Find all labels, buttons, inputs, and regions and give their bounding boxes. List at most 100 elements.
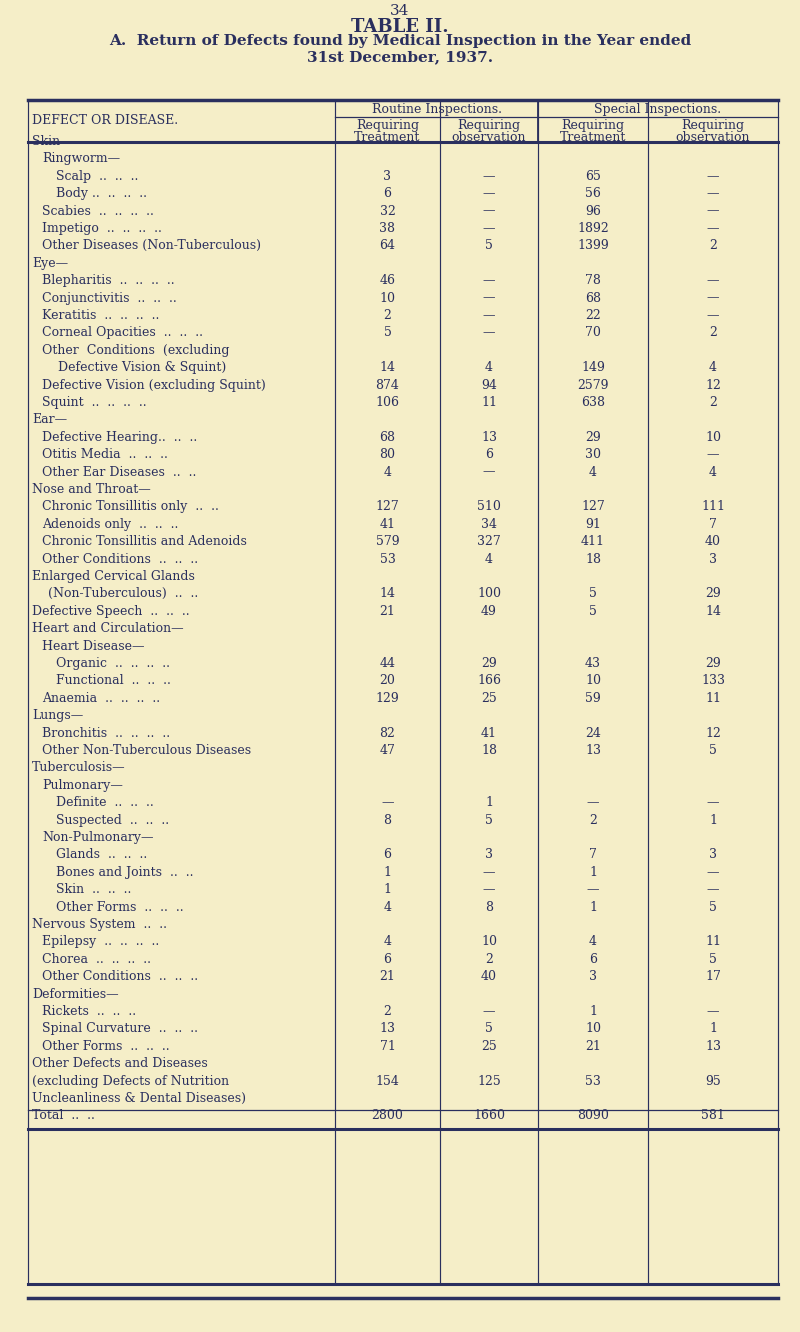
Text: Functional  ..  ..  ..: Functional .. .. .. [56, 674, 171, 687]
Text: Routine Inspections.: Routine Inspections. [371, 103, 502, 116]
Text: Bronchitis  ..  ..  ..  ..: Bronchitis .. .. .. .. [42, 726, 170, 739]
Text: 47: 47 [379, 745, 395, 757]
Text: 874: 874 [375, 378, 399, 392]
Text: observation: observation [676, 131, 750, 144]
Text: —: — [482, 466, 495, 478]
Text: (Non-Tuberculous)  ..  ..: (Non-Tuberculous) .. .. [32, 587, 198, 601]
Text: Enlarged Cervical Glands: Enlarged Cervical Glands [32, 570, 195, 583]
Text: 4: 4 [485, 361, 493, 374]
Text: 5: 5 [589, 587, 597, 601]
Text: 13: 13 [705, 1040, 721, 1052]
Text: 411: 411 [581, 535, 605, 549]
Text: 30: 30 [585, 448, 601, 461]
Text: 21: 21 [379, 970, 395, 983]
Text: TABLE II.: TABLE II. [351, 19, 449, 36]
Text: —: — [482, 169, 495, 182]
Text: 3: 3 [485, 848, 493, 862]
Text: Defective Vision & Squint): Defective Vision & Squint) [42, 361, 226, 374]
Text: 5: 5 [709, 900, 717, 914]
Text: 43: 43 [585, 657, 601, 670]
Text: 2: 2 [383, 1006, 391, 1018]
Text: —: — [706, 797, 719, 810]
Text: 7: 7 [709, 518, 717, 530]
Text: Other Defects and Diseases: Other Defects and Diseases [32, 1058, 208, 1070]
Text: 127: 127 [581, 501, 605, 513]
Text: 10: 10 [379, 292, 395, 305]
Text: 6: 6 [485, 448, 493, 461]
Text: 638: 638 [581, 396, 605, 409]
Text: Other  Conditions  (excluding: Other Conditions (excluding [42, 344, 230, 357]
Text: 4: 4 [589, 935, 597, 948]
Text: 2: 2 [485, 952, 493, 966]
Text: 59: 59 [585, 691, 601, 705]
Text: 1: 1 [589, 866, 597, 879]
Text: 111: 111 [701, 501, 725, 513]
Text: 49: 49 [481, 605, 497, 618]
Text: 46: 46 [379, 274, 395, 288]
Text: Chronic Tonsillitis only  ..  ..: Chronic Tonsillitis only .. .. [42, 501, 219, 513]
Text: 6: 6 [383, 848, 391, 862]
Text: —: — [482, 292, 495, 305]
Text: Conjunctivitis  ..  ..  ..: Conjunctivitis .. .. .. [42, 292, 177, 305]
Text: 1399: 1399 [577, 240, 609, 252]
Text: 71: 71 [379, 1040, 395, 1052]
Text: Defective Vision (excluding Squint): Defective Vision (excluding Squint) [42, 378, 266, 392]
Text: 2: 2 [589, 814, 597, 827]
Text: Other Diseases (Non-Tuberculous): Other Diseases (Non-Tuberculous) [42, 240, 261, 252]
Text: Epilepsy  ..  ..  ..  ..: Epilepsy .. .. .. .. [42, 935, 159, 948]
Text: 3: 3 [709, 848, 717, 862]
Text: A.  Return of Defects found by Medical Inspection in the Year ended: A. Return of Defects found by Medical In… [109, 35, 691, 48]
Text: 2579: 2579 [578, 378, 609, 392]
Text: Scalp  ..  ..  ..: Scalp .. .. .. [56, 169, 138, 182]
Text: (excluding Defects of Nutrition: (excluding Defects of Nutrition [32, 1075, 229, 1088]
Text: 13: 13 [585, 745, 601, 757]
Text: 3: 3 [709, 553, 717, 566]
Text: Spinal Curvature  ..  ..  ..: Spinal Curvature .. .. .. [42, 1023, 198, 1035]
Text: 11: 11 [705, 691, 721, 705]
Text: Ear—: Ear— [32, 413, 67, 426]
Text: 34: 34 [481, 518, 497, 530]
Text: Ringworm—: Ringworm— [42, 152, 120, 165]
Text: 1: 1 [383, 866, 391, 879]
Text: 68: 68 [379, 430, 395, 444]
Text: 14: 14 [379, 361, 395, 374]
Text: 34: 34 [390, 4, 410, 19]
Text: 106: 106 [375, 396, 399, 409]
Text: —: — [482, 274, 495, 288]
Text: Blepharitis  ..  ..  ..  ..: Blepharitis .. .. .. .. [42, 274, 174, 288]
Text: Suspected  ..  ..  ..: Suspected .. .. .. [56, 814, 169, 827]
Text: 2: 2 [383, 309, 391, 322]
Text: Requiring: Requiring [562, 119, 625, 132]
Text: 95: 95 [705, 1075, 721, 1088]
Text: Body ..  ..  ..  ..: Body .. .. .. .. [56, 188, 147, 200]
Text: —: — [482, 205, 495, 217]
Text: Other Forms  ..  ..  ..: Other Forms .. .. .. [42, 1040, 170, 1052]
Text: Treatment: Treatment [560, 131, 626, 144]
Text: 100: 100 [477, 587, 501, 601]
Text: 78: 78 [585, 274, 601, 288]
Text: 6: 6 [589, 952, 597, 966]
Text: Impetigo  ..  ..  ..  ..: Impetigo .. .. .. .. [42, 222, 162, 234]
Text: 40: 40 [705, 535, 721, 549]
Text: —: — [706, 448, 719, 461]
Text: Defective Hearing..  ..  ..: Defective Hearing.. .. .. [42, 430, 198, 444]
Text: Glands  ..  ..  ..: Glands .. .. .. [56, 848, 147, 862]
Text: 1: 1 [383, 883, 391, 896]
Text: Heart and Circulation—: Heart and Circulation— [32, 622, 184, 635]
Text: 579: 579 [376, 535, 399, 549]
Text: Chorea  ..  ..  ..  ..: Chorea .. .. .. .. [42, 952, 151, 966]
Text: —: — [706, 188, 719, 200]
Text: —: — [706, 205, 719, 217]
Text: Rickets  ..  ..  ..: Rickets .. .. .. [42, 1006, 136, 1018]
Text: 6: 6 [383, 188, 391, 200]
Text: 65: 65 [585, 169, 601, 182]
Text: 1: 1 [709, 1023, 717, 1035]
Text: Requiring: Requiring [682, 119, 745, 132]
Text: Uncleanliness & Dental Diseases): Uncleanliness & Dental Diseases) [32, 1092, 246, 1106]
Text: Definite  ..  ..  ..: Definite .. .. .. [56, 797, 154, 810]
Text: —: — [482, 866, 495, 879]
Text: 327: 327 [477, 535, 501, 549]
Text: 31st December, 1937.: 31st December, 1937. [307, 51, 493, 64]
Text: 32: 32 [379, 205, 395, 217]
Text: 41: 41 [379, 518, 395, 530]
